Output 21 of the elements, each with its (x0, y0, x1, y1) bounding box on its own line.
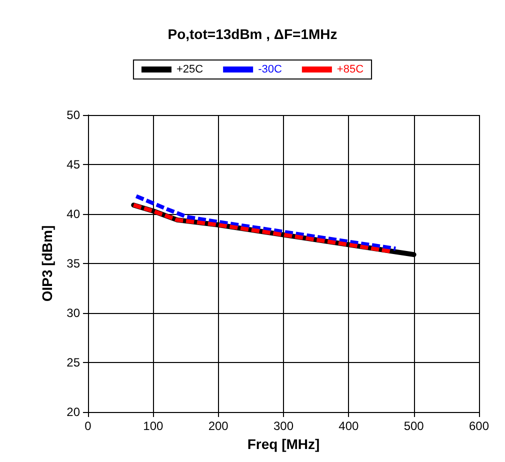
x-tick-label: 0 (84, 419, 92, 433)
x-tick-label: 400 (338, 419, 359, 433)
y-tick-label: 30 (66, 306, 80, 320)
legend-label: +85C (336, 64, 364, 76)
chart-title: Po,tot=13dBm , ΔF=1MHz (168, 26, 338, 42)
y-tick-label: 50 (66, 108, 80, 122)
x-tick-label: 600 (468, 419, 490, 433)
x-tick-label: 100 (143, 419, 164, 433)
y-tick-label: 20 (66, 405, 80, 419)
y-tick-label: 35 (66, 256, 80, 270)
y-tick-label: 25 (66, 356, 80, 370)
x-tick-label: 500 (404, 419, 424, 433)
y-tick-label: 45 (66, 158, 80, 172)
line-series (134, 194, 398, 251)
y-tick-label: 40 (66, 207, 80, 221)
x-tick-label: 300 (273, 419, 294, 433)
legend-label: -30C (258, 64, 282, 76)
legend-label: +25C (176, 64, 204, 76)
y-axis-title: OIP3 [dBm] (39, 225, 55, 302)
x-tick-label: 200 (208, 419, 229, 433)
x-axis-title: Freq [MHz] (247, 436, 320, 452)
